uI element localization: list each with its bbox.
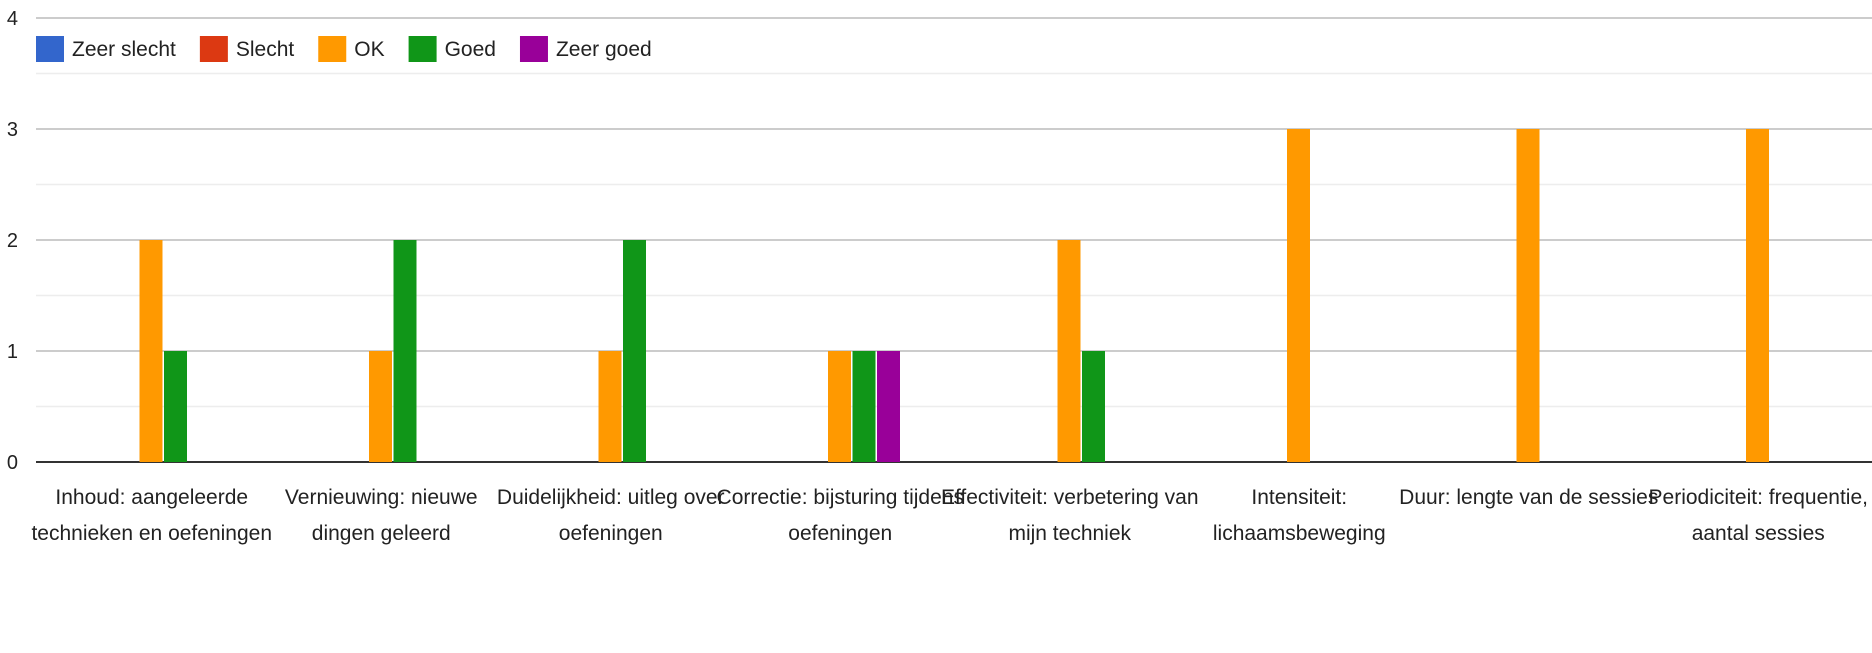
bar-ok[interactable] [369, 351, 392, 462]
bar-goed[interactable] [1082, 351, 1105, 462]
legend-label[interactable]: Slecht [236, 38, 295, 61]
legend-swatch-slecht[interactable] [199, 36, 228, 62]
y-tick-label: 4 [7, 8, 18, 30]
bar-goed[interactable] [164, 351, 187, 462]
bar-goed[interactable] [623, 240, 646, 462]
x-tick-label: aantal sessies [1692, 522, 1825, 545]
y-tick-label: 1 [7, 341, 18, 363]
x-tick-label: Intensiteit: [1251, 486, 1347, 509]
x-tick-label: Duidelijkheid: uitleg over [497, 486, 725, 509]
y-tick-label: 0 [7, 452, 18, 474]
legend-swatch-ok[interactable] [318, 36, 347, 62]
bar-ok[interactable] [828, 351, 851, 462]
x-tick-label: oefeningen [559, 522, 663, 545]
x-tick-label: oefeningen [788, 522, 892, 545]
bar-ok[interactable] [1057, 240, 1081, 462]
bar-ok[interactable] [1287, 129, 1310, 462]
bar-ok[interactable] [139, 240, 163, 462]
x-tick-label: technieken en oefeningen [31, 522, 272, 545]
bar-ok[interactable] [1516, 129, 1540, 462]
bar-goed[interactable] [852, 351, 876, 462]
bar-ok[interactable] [1746, 129, 1769, 462]
y-tick-label: 3 [7, 119, 18, 141]
legend-swatch-zeer-slecht[interactable] [36, 36, 64, 62]
x-tick-label: mijn techniek [1008, 522, 1131, 545]
x-tick-label: Correctie: bijsturing tijdens [717, 486, 964, 509]
legend-label[interactable]: Goed [445, 38, 496, 61]
x-tick-label: Inhoud: aangeleerde [55, 486, 248, 509]
x-tick-label: lichaamsbeweging [1213, 522, 1386, 545]
bar-goed[interactable] [393, 240, 417, 462]
legend-swatch-zeer-goed[interactable] [519, 36, 548, 62]
legend-label[interactable]: Zeer slecht [72, 38, 176, 61]
x-tick-label: Vernieuwing: nieuwe [285, 486, 478, 509]
y-tick-label: 2 [7, 230, 18, 252]
legend-label[interactable]: OK [354, 38, 384, 61]
legend-label[interactable]: Zeer goed [556, 38, 652, 61]
x-tick-label: dingen geleerd [312, 522, 451, 545]
bar-ok[interactable] [598, 351, 622, 462]
x-tick-label: Duur: lengte van de sessies [1399, 486, 1658, 509]
x-tick-label: Periodiciteit: frequentie, [1649, 486, 1868, 509]
bar-zeer-goed[interactable] [877, 351, 900, 462]
x-tick-label: Effectiviteit: verbetering van [941, 486, 1199, 509]
legend-swatch-goed[interactable] [408, 36, 437, 62]
